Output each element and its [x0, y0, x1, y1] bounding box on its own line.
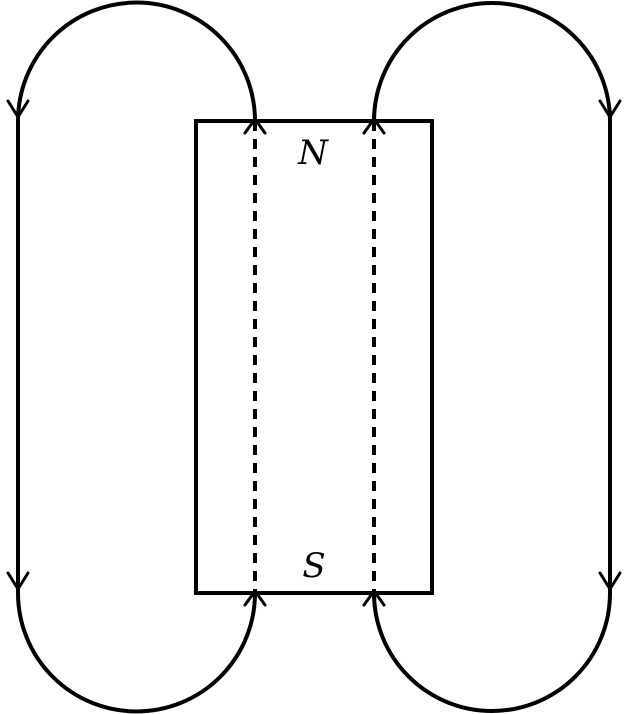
arrow-up-right-top [362, 117, 386, 135]
arrow-down-left-upper [6, 99, 30, 119]
arrow-up-right-bottom [362, 589, 386, 607]
south-pole-label: S [302, 546, 325, 586]
north-pole-label: N [297, 133, 329, 173]
bar-magnet [194, 119, 434, 595]
right-outer-field-line [372, 1, 612, 713]
arrow-up-left-top [243, 117, 267, 135]
arrow-up-left-bottom [243, 589, 267, 607]
arrow-down-right-upper [598, 99, 622, 119]
arrow-down-right-lower [598, 571, 622, 591]
left-outer-field-line [16, 0, 257, 714]
arrow-down-left-lower [6, 571, 30, 591]
